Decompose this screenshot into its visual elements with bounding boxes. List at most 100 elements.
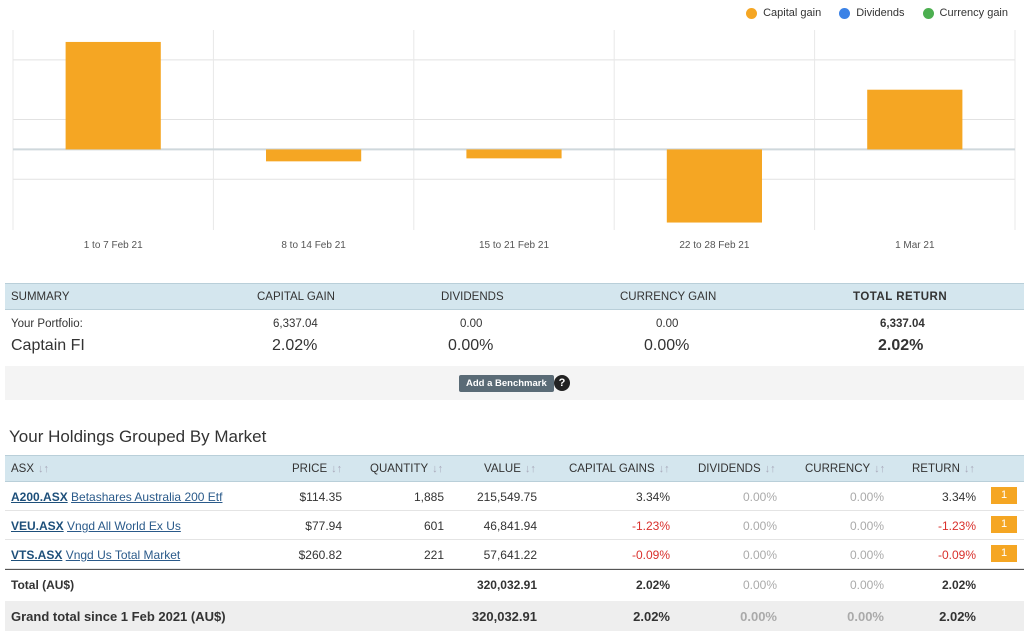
holding-name-link[interactable]: Vngd Us Total Market [65,548,181,562]
holding-name-link[interactable]: Betashares Australia 200 Etf [71,490,223,504]
sort-icon: ↓↑ [38,463,50,475]
value-cell: 215,549.75 [476,490,537,504]
benchmark-bar: Add a Benchmark ? [5,366,1024,400]
legend-dot-icon [839,7,851,19]
sort-icon: ↓↑ [874,463,886,475]
sort-icon: ↓↑ [658,463,670,475]
chart-legend: Capital gain Dividends Currency gain [746,7,1008,19]
summary-body: Your Portfolio: Captain FI 6,337.04 2.02… [5,310,1024,366]
table-row: A200.ASX Betashares Australia 200 Etf $1… [5,482,1024,511]
grand-total-capital-gains: 2.02% [633,609,670,624]
legend-item-currency-gain[interactable]: Currency gain [922,7,1008,19]
total-value: 320,032.91 [476,578,537,592]
col-market[interactable]: ASX ↓↑ [11,463,50,475]
total-label: Total (AU$) [11,578,75,592]
currency-gain-heading: CURRENCY GAIN [620,291,717,303]
capital-gains-cell: -0.09% [631,548,670,562]
capital-gains-cell: 3.34% [635,490,670,504]
summary-header: SUMMARY CAPITAL GAIN DIVIDENDS CURRENCY … [5,283,1024,310]
x-tick-label: 1 Mar 21 [895,240,935,251]
grand-total-label: Grand total since 1 Feb 2021 (AU$) [11,609,226,624]
currency-cell: 0.00% [849,490,884,504]
dividends-heading: DIVIDENDS [441,291,504,303]
return-cell: -0.09% [937,548,976,562]
grand-total-value: 320,032.91 [471,609,537,624]
currency-value: 0.00 [656,318,679,330]
bar [867,89,963,150]
grand-total-dividends: 0.00% [740,609,777,624]
x-tick-label: 8 to 14 Feb 21 [281,240,346,251]
price-cell: $114.35 [299,490,343,504]
holding-name-link[interactable]: Vngd All World Ex Us [67,519,181,533]
col-value[interactable]: VALUE ↓↑ [484,463,536,475]
total-capital-gains: 2.02% [635,578,670,592]
legend-label: Capital gain [763,7,822,19]
performance-chart: 1 to 7 Feb 21 8 to 14 Feb 21 15 to 21 Feb … [12,30,1016,251]
total-dividends: 0.00% [742,578,777,592]
total-return-value: 6,337.04 [880,318,925,330]
price-cell: $260.82 [298,548,342,562]
total-return-heading: TOTAL RETURN [853,291,948,303]
currency-pct: 0.00% [644,337,690,354]
holding-code-link[interactable]: A200.ASX [11,490,68,504]
dividends-cell: 0.00% [742,548,777,562]
x-tick-label: 15 to 21 Feb 21 [479,240,549,251]
holdings-table: ASX ↓↑ PRICE ↓↑ QUANTITY ↓↑ VALUE ↓↑ CAPITAL… [5,455,1024,631]
portfolio-name: Captain FI [11,337,85,354]
return-cell: 3.34% [941,490,976,504]
holding-code-link[interactable]: VEU.ASX [11,519,64,533]
summary-section: SUMMARY CAPITAL GAIN DIVIDENDS CURRENCY … [5,283,1024,400]
legend-label: Dividends [856,7,905,19]
sort-icon: ↓↑ [963,463,975,475]
table-row: VEU.ASX Vngd All World Ex Us $77.94 601 … [5,511,1024,540]
value-cell: 57,641.22 [483,548,537,562]
bar [65,41,161,150]
grand-total-currency: 0.00% [847,609,884,624]
summary-heading: SUMMARY [11,291,70,303]
legend-item-capital-gain[interactable]: Capital gain [746,7,821,19]
return-cell: -1.23% [937,519,976,533]
transaction-badge[interactable]: 1 [991,487,1017,504]
help-icon[interactable]: ? [554,375,570,391]
sort-icon: ↓↑ [331,463,343,475]
transaction-badge[interactable]: 1 [991,545,1017,562]
col-capital-gains[interactable]: CAPITAL GAINS ↓↑ [569,463,670,475]
x-tick-label: 1 to 7 Feb 21 [84,240,143,251]
legend-dot-icon [746,7,758,19]
bar [666,149,762,223]
dividends-cell: 0.00% [742,519,777,533]
value-cell: 46,841.94 [483,519,537,533]
capital-gain-value: 6,337.04 [273,318,318,330]
add-benchmark-button[interactable]: Add a Benchmark [459,375,554,392]
total-currency: 0.00% [849,578,884,592]
price-cell: $77.94 [305,519,342,533]
holding-code-link[interactable]: VTS.ASX [11,548,63,562]
legend-dot-icon [922,7,934,19]
col-quantity[interactable]: QUANTITY ↓↑ [370,463,444,475]
portfolio-label: Your Portfolio: [11,318,83,330]
col-price[interactable]: PRICE ↓↑ [292,463,343,475]
col-dividends[interactable]: DIVIDENDS ↓↑ [698,463,776,475]
quantity-cell: 221 [423,548,444,562]
grand-total-row: Grand total since 1 Feb 2021 (AU$) 320,0… [5,601,1024,631]
bar [266,149,362,162]
total-return: 2.02% [941,578,976,592]
col-currency[interactable]: CURRENCY ↓↑ [805,463,886,475]
legend-item-dividends[interactable]: Dividends [839,7,905,19]
dividends-value: 0.00 [460,318,483,330]
sort-icon: ↓↑ [524,463,536,475]
x-tick-label: 22 to 28 Feb 21 [679,240,749,251]
col-return[interactable]: RETURN ↓↑ [912,463,975,475]
holdings-header: ASX ↓↑ PRICE ↓↑ QUANTITY ↓↑ VALUE ↓↑ CAPITAL… [5,455,1024,482]
capital-gains-cell: -1.23% [631,519,670,533]
table-row: VTS.ASX Vngd Us Total Market $260.82 221… [5,540,1024,569]
transaction-badge[interactable]: 1 [991,516,1017,533]
dividends-cell: 0.00% [742,490,777,504]
capital-gain-pct: 2.02% [272,337,318,354]
quantity-cell: 601 [423,519,444,533]
currency-cell: 0.00% [849,548,884,562]
grand-total-return: 2.02% [939,609,976,624]
quantity-cell: 1,885 [413,490,444,504]
total-return-pct: 2.02% [878,337,924,354]
sort-icon: ↓↑ [432,463,444,475]
